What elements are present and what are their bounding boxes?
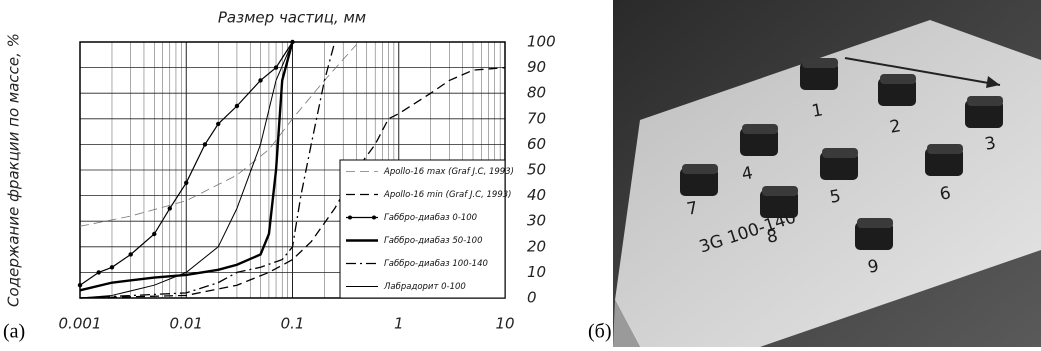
y-tick-label: 10 (527, 263, 546, 281)
y-tick-label: 70 (527, 109, 546, 127)
x-tick-label: 10 (495, 315, 514, 333)
y-tick-label: 90 (527, 58, 546, 76)
sample-block (855, 222, 893, 250)
sample-block (800, 62, 838, 90)
x-tick-label: 0.1 (281, 315, 305, 333)
chart-title: Размер частиц, мм (218, 9, 366, 27)
data-point (152, 231, 157, 237)
data-point (216, 121, 221, 127)
sample-block-top (967, 96, 1003, 106)
y-tick-label: 40 (527, 186, 546, 204)
data-point (202, 142, 208, 147)
sample-block (965, 100, 1003, 128)
sample-block-top (880, 74, 916, 84)
sample-block (740, 128, 778, 156)
photo-label: 4 (740, 163, 754, 185)
series-line (79, 44, 357, 227)
legend-label: Габбро-диабаз 50-100 (384, 236, 482, 246)
legend-marker (372, 215, 376, 220)
chart: Размер частиц, мм Содержание фракции по … (5, 9, 556, 333)
sample-block-top (742, 124, 778, 134)
sample-block (820, 152, 858, 180)
arrow-head (986, 76, 1000, 88)
x-tick-label: 0.001 (59, 315, 102, 333)
y-tick-label: 50 (527, 161, 546, 179)
sample-block-top (927, 144, 963, 154)
y-tick-label: 30 (527, 212, 546, 230)
legend-label: Apollo-16 min (Graf J.C, 1993) (383, 190, 511, 200)
data-point (234, 103, 240, 109)
legend: Apollo-16 max (Graf J.C, 1993) Apollo-16 … (339, 159, 514, 299)
photo-label: 8 (765, 226, 779, 248)
y-tick-label: 0 (527, 289, 537, 307)
slab (615, 20, 1041, 347)
sample-block-top (857, 218, 893, 228)
data-point (96, 270, 101, 275)
y-tick-label: 80 (527, 84, 546, 102)
legend-label: Apollo-16 max (Graf J.C, 1993) (383, 167, 514, 177)
data-point (184, 180, 189, 185)
legend-label: Габбро-диабаз 0-100 (384, 213, 477, 223)
photo-label: 6 (938, 183, 952, 205)
data-point (128, 252, 133, 257)
slab-edge (613, 300, 640, 347)
legend-label: Габбро-диабаз 100-140 (384, 259, 488, 269)
sample-block-top (802, 58, 838, 68)
data-point (167, 206, 172, 211)
y-axis-label: Содержание фракции по массе, % (5, 33, 23, 307)
photo-label: 7 (685, 198, 699, 220)
photo-label: 2 (888, 116, 902, 138)
series-line (79, 41, 336, 299)
arrow (844, 57, 1001, 86)
sample-block (925, 148, 963, 176)
panel-label: (a) (3, 321, 25, 343)
y-tick-label: 20 (527, 237, 546, 255)
x-tick-label: 0.01 (170, 315, 203, 333)
data-point (109, 265, 115, 270)
data-point (258, 78, 263, 83)
y-tick-label: 60 (527, 135, 546, 153)
photo-label: 3 (983, 133, 997, 155)
sample-block (760, 190, 798, 218)
sample-block (680, 168, 718, 196)
data-point (77, 283, 83, 288)
x-tick-label: 1 (394, 315, 404, 333)
panel-label: (б) (588, 321, 612, 343)
data-point (273, 65, 279, 70)
legend-label: Лабрадорит 0-100 (383, 282, 466, 292)
sample-block (878, 78, 916, 106)
series-line (79, 41, 293, 299)
y-tick-label: 100 (527, 33, 556, 51)
legend-box (339, 159, 506, 299)
sample-block-top (682, 164, 718, 174)
photo-label: 1 (810, 100, 824, 122)
photo-label: 5 (828, 186, 842, 208)
sample-block-top (762, 186, 798, 196)
photo-label: 9 (866, 256, 880, 278)
series-line (79, 41, 294, 292)
sample-block-top (822, 148, 858, 158)
legend-marker (348, 215, 352, 220)
